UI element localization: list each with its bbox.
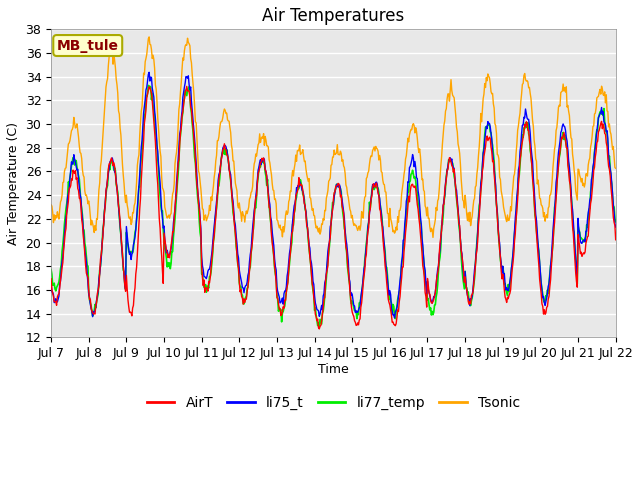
Text: MB_tule: MB_tule — [57, 38, 119, 52]
Legend: AirT, li75_t, li77_temp, Tsonic: AirT, li75_t, li77_temp, Tsonic — [141, 391, 525, 416]
Y-axis label: Air Temperature (C): Air Temperature (C) — [7, 122, 20, 245]
X-axis label: Time: Time — [318, 363, 349, 376]
Title: Air Temperatures: Air Temperatures — [262, 7, 404, 25]
